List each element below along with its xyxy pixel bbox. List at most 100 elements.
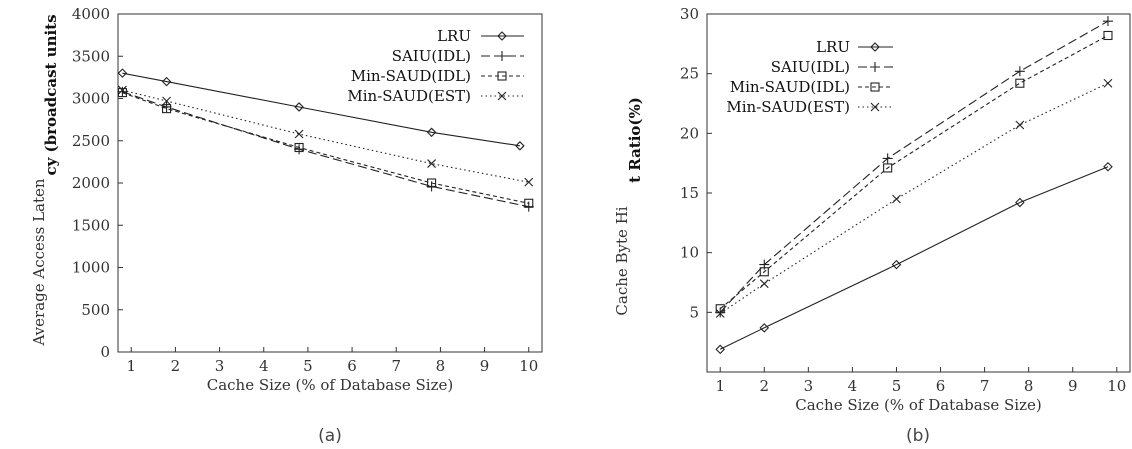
panel-b-x-tick-label: 2 bbox=[760, 377, 770, 395]
panel-a-x-tick-label: 3 bbox=[215, 357, 225, 375]
panel-a-point bbox=[427, 159, 436, 168]
panel-a-legend-marker bbox=[497, 51, 507, 61]
panel-a-legend-label: SAIU(IDL) bbox=[392, 47, 471, 65]
panel-b-x-tick-label: 10 bbox=[1107, 377, 1126, 395]
panel-a-point bbox=[118, 85, 127, 95]
panel-a-x-tick-label: 4 bbox=[259, 357, 269, 375]
panel-b-legend-label: SAIU(IDL) bbox=[771, 58, 850, 76]
panel-b-legend-label: Min-SAUD(IDL) bbox=[730, 78, 850, 96]
panel-b-point bbox=[1015, 197, 1025, 208]
panel-b-legend-marker bbox=[870, 62, 880, 72]
panel-b-point bbox=[1103, 161, 1113, 172]
panel-b-x-tick-label: 5 bbox=[892, 377, 902, 395]
panel-a-series-line-2 bbox=[122, 92, 529, 204]
panel-b-x-axis-label: Cache Size (% of Database Size) bbox=[795, 396, 1042, 414]
panel-b-point bbox=[1103, 78, 1113, 88]
panel-b-point bbox=[759, 323, 770, 333]
panel-b-legend-label: Min-SAUD(EST) bbox=[726, 98, 850, 116]
panel-a-point bbox=[427, 178, 437, 188]
panel-b-x-tick-label: 9 bbox=[1068, 377, 1078, 395]
panel-a-x-tick-label: 9 bbox=[480, 357, 490, 375]
panel-a-x-tick-label: 6 bbox=[347, 357, 357, 375]
panel-a-caption: (a) bbox=[318, 426, 342, 446]
panel-a-x-tick-label: 5 bbox=[303, 357, 313, 375]
panel-a-y-tick-label: 0 bbox=[100, 343, 110, 361]
panel-a-point bbox=[117, 88, 127, 98]
panel-b-series-line-0 bbox=[719, 166, 1109, 350]
panel-a-y-tick-label: 4000 bbox=[72, 5, 110, 23]
panel-b-legend: LRU SAIU(IDL) Min-SAUD(IDL) Min-SAUD(EST) bbox=[726, 38, 893, 116]
panel-b: 1 2 3 4 5 6 7 8 9 10 5 10 15 20 25 30 Cache Size (% of D… bbox=[613, 5, 1131, 446]
panel-a-point bbox=[162, 96, 171, 106]
panel-a: 1 2 3 4 5 6 7 8 9 10 0 500 1000 1500 2000 2500 3000 3500 4… bbox=[30, 5, 543, 446]
panel-a-point bbox=[162, 104, 172, 114]
panel-a-point bbox=[515, 141, 525, 151]
panel-a-point bbox=[117, 68, 128, 78]
panel-a-x-tick-label: 8 bbox=[436, 357, 446, 375]
panel-b-point bbox=[715, 309, 725, 318]
panel-b-point bbox=[1014, 66, 1025, 77]
panel-a-legend-label: LRU bbox=[437, 27, 471, 45]
panel-b-legend-marker bbox=[870, 102, 880, 112]
panel-b-y-tick-label: 5 bbox=[689, 303, 699, 321]
panel-a-x-tick-label: 2 bbox=[171, 357, 181, 375]
panel-b-x-tick-label: 6 bbox=[936, 377, 946, 395]
panel-b-point bbox=[1015, 120, 1025, 130]
panel-a-point bbox=[524, 198, 534, 208]
panel-b-point bbox=[891, 259, 902, 270]
panel-a-legend-label: Min-SAUD(IDL) bbox=[351, 67, 471, 85]
panel-b-point bbox=[892, 194, 901, 204]
panel-a-x-tick-label: 7 bbox=[391, 357, 401, 375]
panel-a-point bbox=[294, 102, 304, 112]
panel-a-y-tick-label: 500 bbox=[81, 301, 110, 319]
panel-b-y-tick-label: 30 bbox=[680, 5, 699, 23]
panel-a-y-tick-label: 3000 bbox=[72, 90, 110, 108]
panel-b-point bbox=[882, 153, 893, 164]
panel-b-x-tick-label: 4 bbox=[848, 377, 858, 395]
panel-b-point bbox=[715, 344, 725, 355]
panel-b-y-tick-label: 15 bbox=[680, 184, 699, 202]
panel-a-point bbox=[294, 129, 304, 139]
panel-a-series-line-0 bbox=[122, 72, 520, 147]
panel-a-legend: LRU SAIU(IDL) Min-SAUD(IDL) Min-SAUD(EST) bbox=[347, 27, 524, 105]
panel-b-y-axis-label-upper: t Ratio(%) bbox=[626, 97, 644, 183]
panel-b-caption: (b) bbox=[906, 426, 930, 446]
panel-b-point bbox=[759, 279, 769, 289]
panel-a-point bbox=[294, 144, 305, 155]
panel-b-point bbox=[883, 163, 893, 173]
panel-b-point bbox=[1103, 30, 1113, 41]
panel-b-series-line-2 bbox=[719, 35, 1109, 310]
panel-a-legend-marker bbox=[497, 31, 507, 41]
panel-b-legend-marker bbox=[870, 42, 880, 52]
panel-a-y-tick-label: 2000 bbox=[72, 174, 110, 192]
panel-a-legend-marker bbox=[497, 91, 507, 101]
panel-a-point bbox=[524, 177, 534, 187]
panel-b-x-tick-label: 1 bbox=[715, 377, 725, 395]
panel-a-x-axis-label: Cache Size (% of Database Size) bbox=[207, 376, 454, 394]
panel-a-plot-frame bbox=[117, 13, 543, 353]
panel-a-point bbox=[294, 142, 304, 153]
panel-a-series-line-1 bbox=[122, 91, 529, 208]
panel-b-point bbox=[1102, 16, 1113, 27]
panel-b-series-line-3 bbox=[719, 82, 1109, 314]
panel-b-x-tick-label: 3 bbox=[804, 377, 814, 395]
panel-b-point bbox=[759, 267, 769, 277]
panel-b-legend-marker bbox=[870, 82, 880, 92]
panel-b-y-tick-label: 10 bbox=[680, 244, 699, 262]
panel-a-y-tick-label: 1500 bbox=[72, 216, 110, 234]
panel-a-y-axis-label-lower: Average Access Laten bbox=[30, 178, 48, 346]
panel-a-y-axis-label-upper: cy (broadcast units bbox=[42, 14, 60, 175]
panel-a-y-tick-label: 3500 bbox=[72, 47, 110, 65]
panel-a-y-tick-label: 2500 bbox=[72, 132, 110, 150]
panel-b-x-tick-label: 7 bbox=[980, 377, 990, 395]
panel-b-legend-label: LRU bbox=[816, 38, 850, 56]
panel-b-y-axis-label-lower: Cache Byte Hi bbox=[613, 206, 631, 315]
panel-b-point bbox=[1015, 78, 1025, 88]
panel-b-x-tick-label: 8 bbox=[1024, 377, 1034, 395]
panel-a-legend-marker bbox=[497, 71, 507, 81]
panel-a-point bbox=[161, 76, 172, 87]
panel-a-legend-label: Min-SAUD(EST) bbox=[347, 87, 471, 105]
panel-a-x-tick-label: 10 bbox=[519, 357, 538, 375]
panel-a-x-tick-label: 1 bbox=[126, 357, 136, 375]
